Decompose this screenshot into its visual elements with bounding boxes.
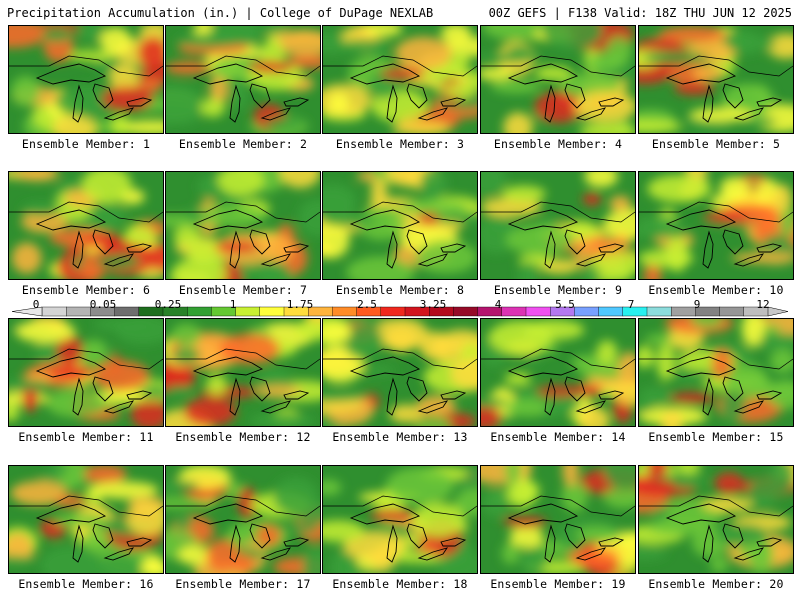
precipitation-field-map: [481, 319, 635, 426]
ensemble-panel: [638, 465, 794, 574]
colorbar-tick-label: 7: [627, 298, 635, 311]
ensemble-panel: [165, 318, 321, 427]
colorbar-swatch: [259, 306, 285, 317]
ensemble-member-label: Ensemble Member: 1: [21, 137, 151, 151]
precipitation-field-map: [481, 26, 635, 133]
colorbar-swatch: [574, 306, 600, 317]
colorbar-swatch: [646, 306, 672, 317]
ensemble-panel: [480, 25, 636, 134]
ensemble-panel: [322, 25, 478, 134]
precipitation-colorbar: [11, 306, 789, 317]
ensemble-member-label: Ensemble Member: 19: [490, 577, 626, 591]
precipitation-field-map: [166, 466, 320, 573]
precipitation-field-map: [166, 172, 320, 279]
colorbar-swatch: [114, 306, 140, 317]
ensemble-panel: [638, 318, 794, 427]
colorbar-swatch: [501, 306, 527, 317]
colorbar-swatch: [235, 306, 261, 317]
precipitation-field-map: [639, 466, 793, 573]
ensemble-member-label: Ensemble Member: 7: [178, 283, 308, 297]
ensemble-panel: [638, 25, 794, 134]
ensemble-panel: [8, 25, 164, 134]
colorbar-tick-label: 3.25: [419, 298, 447, 311]
ensemble-member-label: Ensemble Member: 18: [332, 577, 468, 591]
ensemble-panel: [8, 465, 164, 574]
colorbar-right-arrow: [767, 306, 789, 317]
ensemble-panel: [480, 318, 636, 427]
colorbar-tick-label: 0.05: [89, 298, 117, 311]
colorbar-swatch: [453, 306, 479, 317]
precipitation-field-map: [166, 319, 320, 426]
chart-title: Precipitation Accumulation (in.) | Colle…: [7, 6, 434, 20]
precipitation-field-map: [323, 319, 477, 426]
ensemble-panel: [8, 318, 164, 427]
colorbar-tick-label: 0.25: [154, 298, 182, 311]
precipitation-field-map: [639, 172, 793, 279]
colorbar-left-arrow: [11, 306, 43, 317]
colorbar-swatch: [719, 306, 745, 317]
ensemble-panel: [480, 171, 636, 280]
ensemble-panel: [322, 171, 478, 280]
colorbar-swatch: [332, 306, 358, 317]
ensemble-member-label: Ensemble Member: 5: [651, 137, 781, 151]
colorbar-tick-label: 2.5: [357, 298, 377, 311]
ensemble-member-label: Ensemble Member: 8: [335, 283, 465, 297]
ensemble-member-label: Ensemble Member: 10: [648, 283, 784, 297]
colorbar-swatch: [525, 306, 551, 317]
colorbar-tick-label: 0: [32, 298, 40, 311]
precipitation-field-map: [323, 466, 477, 573]
precipitation-field-map: [481, 172, 635, 279]
ensemble-panel: [165, 25, 321, 134]
ensemble-member-label: Ensemble Member: 3: [335, 137, 465, 151]
ensemble-member-label: Ensemble Member: 9: [493, 283, 623, 297]
colorbar-tick-label: 1.75: [286, 298, 314, 311]
ensemble-member-label: Ensemble Member: 6: [21, 283, 151, 297]
colorbar-tick-label: 12: [756, 298, 770, 311]
ensemble-member-label: Ensemble Member: 2: [178, 137, 308, 151]
model-run-info: 00Z GEFS | F138 Valid: 18Z THU JUN 12 20…: [488, 6, 792, 20]
colorbar-tick-label: 4: [494, 298, 502, 311]
colorbar-tick-label: 9: [693, 298, 701, 311]
precipitation-field-map: [9, 466, 163, 573]
precipitation-field-map: [639, 319, 793, 426]
ensemble-member-label: Ensemble Member: 17: [175, 577, 311, 591]
colorbar-tick-label: 5.5: [555, 298, 575, 311]
colorbar-swatch: [622, 306, 648, 317]
ensemble-member-label: Ensemble Member: 20: [648, 577, 784, 591]
ensemble-panel: [165, 171, 321, 280]
colorbar-swatch: [41, 306, 67, 317]
ensemble-panel: [8, 171, 164, 280]
colorbar-swatch: [380, 306, 406, 317]
colorbar-swatch: [186, 306, 212, 317]
ensemble-member-label: Ensemble Member: 14: [490, 430, 626, 444]
precipitation-field-map: [481, 466, 635, 573]
ensemble-member-label: Ensemble Member: 4: [493, 137, 623, 151]
ensemble-panel: [638, 171, 794, 280]
colorbar-swatch: [598, 306, 624, 317]
precipitation-field-map: [323, 26, 477, 133]
ensemble-member-label: Ensemble Member: 13: [332, 430, 468, 444]
ensemble-panel: [322, 465, 478, 574]
precipitation-field-map: [9, 319, 163, 426]
ensemble-panel: [480, 465, 636, 574]
ensemble-member-label: Ensemble Member: 16: [18, 577, 154, 591]
precipitation-field-map: [9, 172, 163, 279]
ensemble-panel: [165, 465, 321, 574]
ensemble-panel: [322, 318, 478, 427]
precipitation-field-map: [9, 26, 163, 133]
precipitation-field-map: [639, 26, 793, 133]
ensemble-member-label: Ensemble Member: 15: [648, 430, 784, 444]
precipitation-field-map: [166, 26, 320, 133]
colorbar-tick-label: 1: [229, 298, 237, 311]
ensemble-member-label: Ensemble Member: 11: [18, 430, 154, 444]
colorbar-swatch: [671, 306, 696, 317]
colorbar-swatch: [65, 306, 91, 317]
ensemble-member-label: Ensemble Member: 12: [175, 430, 311, 444]
precipitation-field-map: [323, 172, 477, 279]
